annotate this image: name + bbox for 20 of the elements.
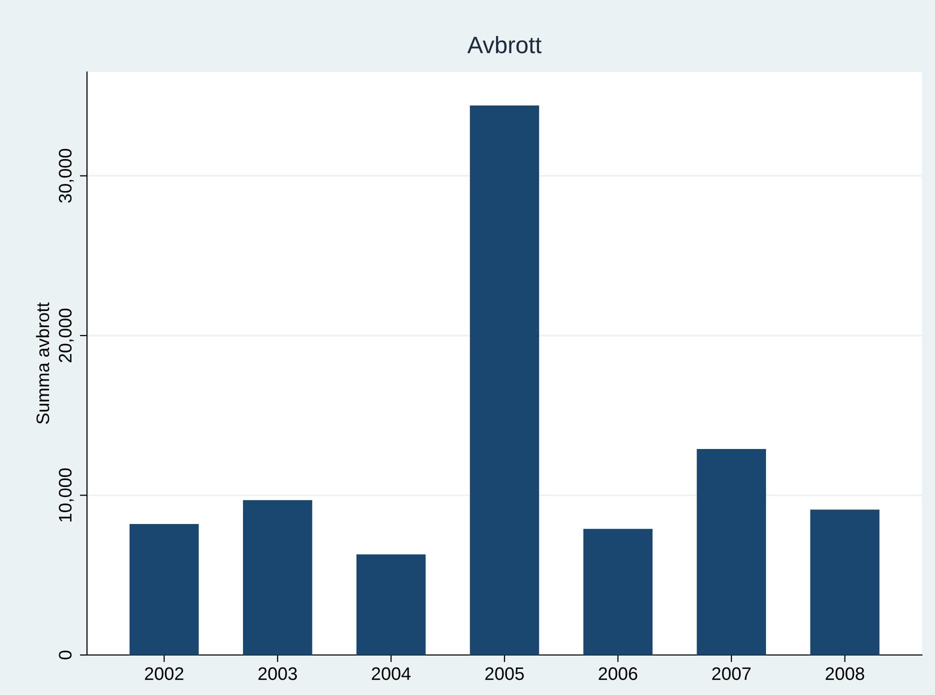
bar — [810, 510, 880, 655]
x-tick-label: 2004 — [372, 667, 411, 680]
chart-title: Avbrott — [467, 36, 542, 54]
y-tick-label: 10,000 — [58, 468, 74, 522]
bar — [470, 106, 540, 655]
x-tick-label: 2008 — [826, 667, 864, 680]
x-tick-label: 2003 — [258, 667, 297, 680]
bar — [356, 554, 426, 655]
y-tick-label: 20,000 — [58, 308, 74, 362]
bar — [696, 448, 766, 655]
bar — [130, 524, 199, 655]
x-tick-label: 2005 — [485, 667, 524, 680]
y-tick-label: 30,000 — [58, 148, 74, 203]
x-tick-label: 2002 — [144, 667, 184, 680]
y-axis-title: Summa avbrott — [36, 302, 50, 424]
x-tick-label: 2007 — [712, 667, 751, 680]
bar — [583, 528, 653, 655]
bar — [242, 500, 312, 655]
y-tick-label: 0 — [58, 650, 72, 660]
x-tick-label: 2006 — [598, 667, 638, 680]
